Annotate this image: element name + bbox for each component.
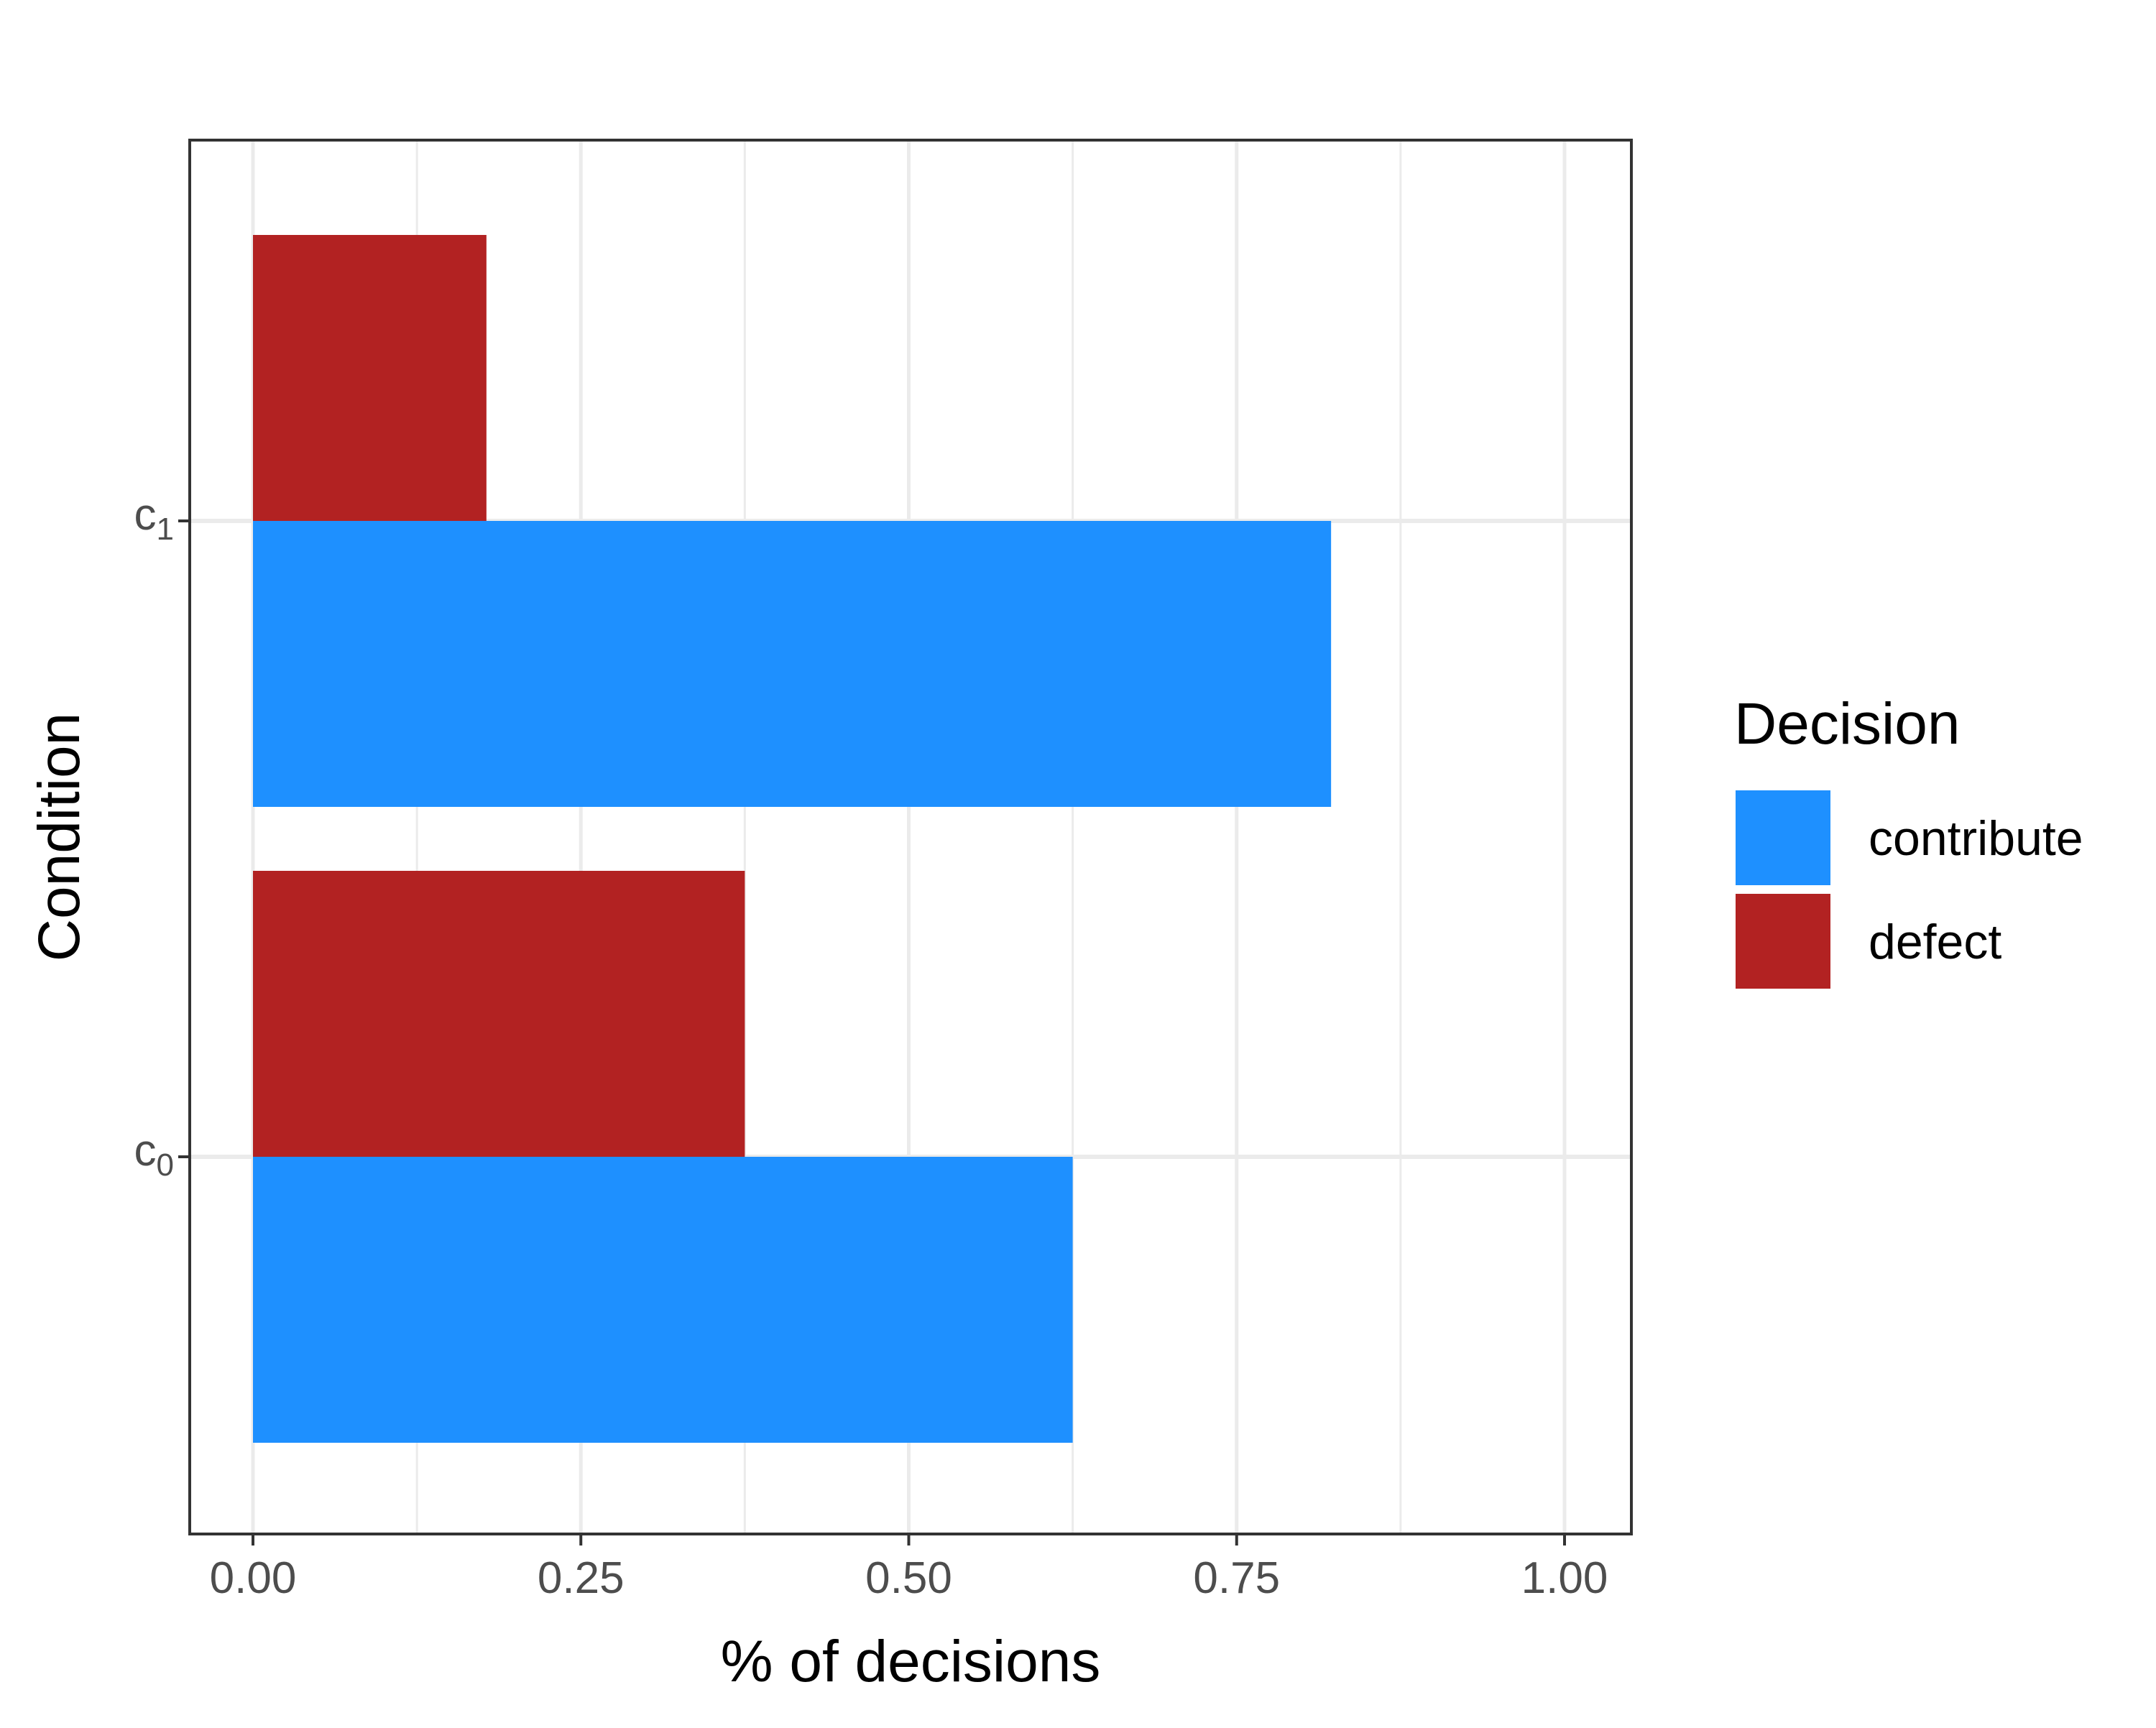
x-axis-title: % of decisions bbox=[721, 1629, 1101, 1694]
legend: Decision contribute defect bbox=[1734, 691, 2083, 989]
bar-contribute-c1 bbox=[253, 521, 1332, 807]
y-axis: c0 c1 bbox=[134, 490, 190, 1183]
bar-defect-c1 bbox=[253, 235, 487, 521]
x-tick-label: 0.75 bbox=[1193, 1553, 1280, 1603]
x-axis: 0.00 0.25 0.50 0.75 1.00 bbox=[210, 1534, 1608, 1603]
legend-key-contribute bbox=[1736, 790, 1830, 885]
legend-label-defect: defect bbox=[1869, 915, 2001, 969]
y-tick-label: c1 bbox=[134, 490, 174, 547]
bar-defect-c0 bbox=[253, 871, 745, 1157]
panel-border bbox=[188, 139, 1633, 1535]
x-tick-label: 0.00 bbox=[210, 1553, 297, 1603]
bar-contribute-c0 bbox=[253, 1157, 1073, 1443]
y-tick-label: c0 bbox=[134, 1126, 174, 1183]
legend-title: Decision bbox=[1734, 691, 1960, 757]
legend-key-defect bbox=[1736, 894, 1830, 989]
legend-label-contribute: contribute bbox=[1869, 811, 2083, 866]
x-tick-label: 0.25 bbox=[538, 1553, 625, 1603]
bars bbox=[253, 235, 1332, 1443]
x-tick-label: 0.50 bbox=[865, 1553, 952, 1603]
x-tick-label: 1.00 bbox=[1521, 1553, 1608, 1603]
y-axis-title: Condition bbox=[27, 713, 92, 961]
